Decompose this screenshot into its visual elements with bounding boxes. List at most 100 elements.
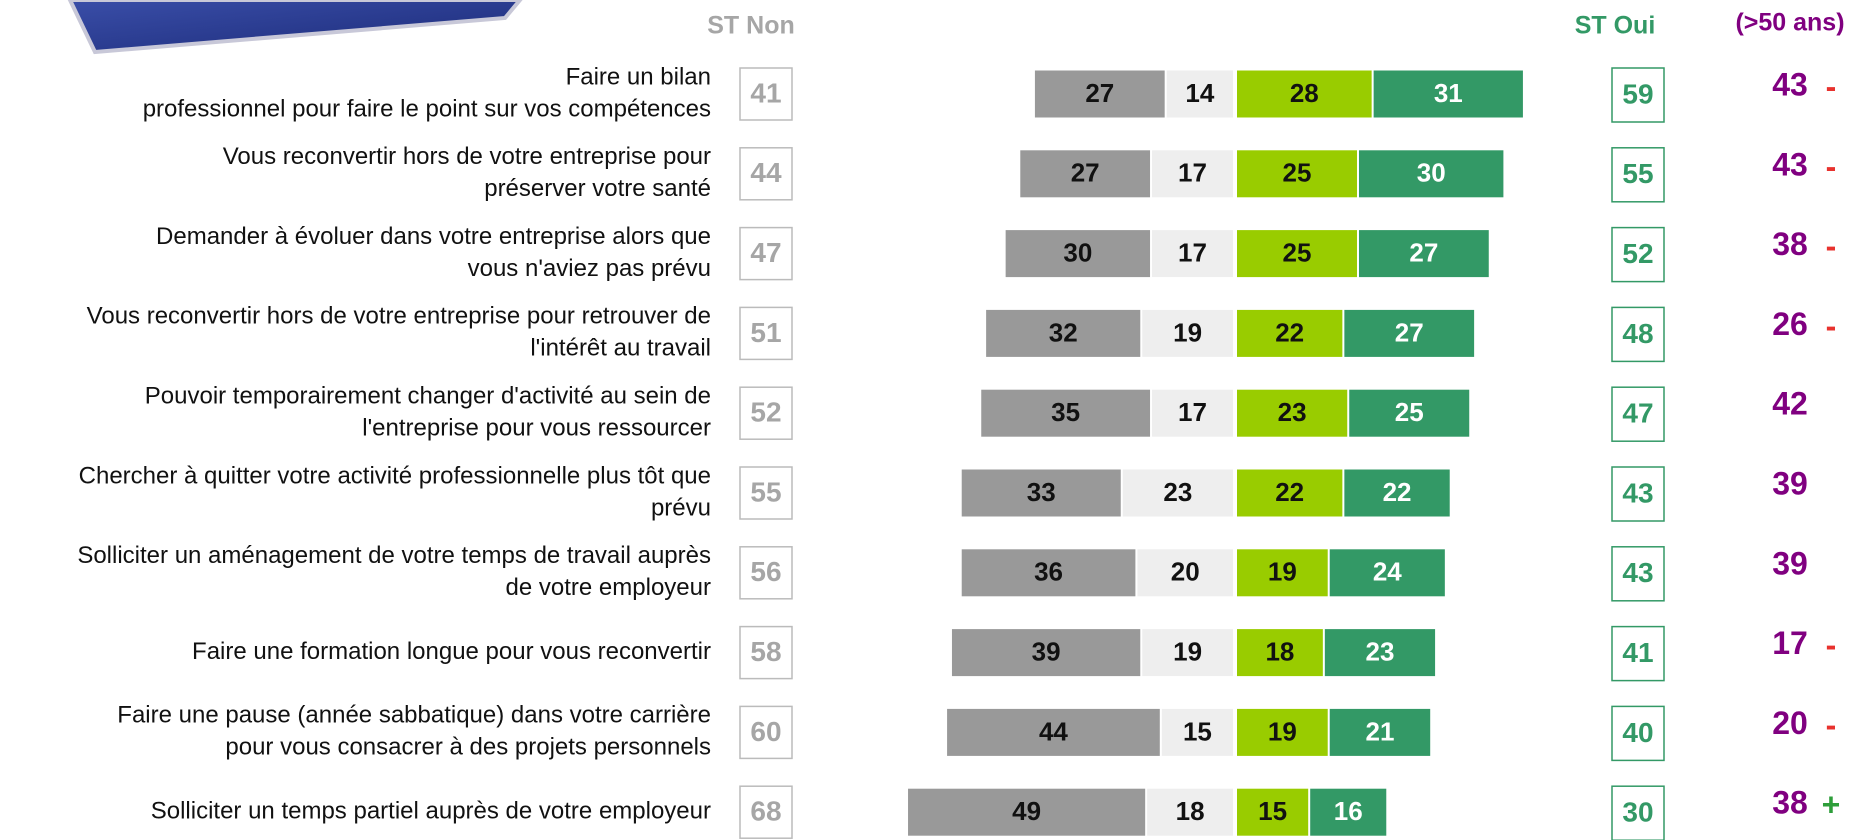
older-value: 38 bbox=[1772, 226, 1808, 262]
older-value: 39 bbox=[1772, 545, 1808, 581]
bar-value: 49 bbox=[1012, 796, 1041, 826]
st-non-box bbox=[739, 546, 793, 600]
st-non-box bbox=[739, 466, 793, 520]
bar-value: 22 bbox=[1383, 477, 1412, 507]
older-sign: - bbox=[1826, 707, 1837, 743]
older-value: 38 bbox=[1772, 785, 1808, 821]
st-non-value: 55 bbox=[750, 476, 781, 507]
older-sign: - bbox=[1826, 627, 1837, 663]
bar-segment bbox=[1020, 150, 1151, 198]
bar-value: 30 bbox=[1063, 237, 1092, 267]
bar-segment bbox=[986, 309, 1141, 357]
bar-value: 32 bbox=[1049, 317, 1078, 347]
bar-segment bbox=[1359, 150, 1504, 198]
older-sign: - bbox=[1826, 308, 1837, 344]
bar-segment bbox=[908, 788, 1146, 836]
older-value: 42 bbox=[1772, 386, 1808, 422]
bar-segment bbox=[1034, 70, 1165, 118]
bar-segment bbox=[1310, 788, 1387, 836]
st-non-value: 56 bbox=[750, 556, 781, 587]
row-label: Faire une formation longue pour vous rec… bbox=[192, 638, 711, 665]
row-label: Chercher à quitter votre activité profes… bbox=[79, 462, 711, 489]
bar-value: 31 bbox=[1434, 78, 1463, 108]
bar-value: 25 bbox=[1395, 397, 1424, 427]
bar-segment bbox=[1237, 150, 1357, 198]
bar-segment bbox=[1237, 788, 1309, 836]
st-oui-value: 43 bbox=[1622, 477, 1653, 508]
bar-value: 23 bbox=[1163, 477, 1192, 507]
st-oui-box bbox=[1611, 546, 1665, 602]
bar-value: 17 bbox=[1178, 397, 1207, 427]
older-value: 20 bbox=[1772, 705, 1808, 741]
bar-segment bbox=[1237, 629, 1323, 677]
bar-segment bbox=[1237, 469, 1343, 517]
bar-segment bbox=[1237, 549, 1328, 597]
bar-value: 18 bbox=[1176, 796, 1205, 826]
bar-value: 17 bbox=[1178, 158, 1207, 188]
st-oui-value: 55 bbox=[1622, 158, 1653, 189]
bar-segment bbox=[1152, 389, 1233, 437]
st-non-value: 47 bbox=[750, 237, 781, 268]
st-oui-value: 47 bbox=[1622, 398, 1653, 429]
bar-segment bbox=[961, 469, 1121, 517]
st-non-box bbox=[739, 67, 793, 121]
st-non-value: 58 bbox=[750, 636, 781, 667]
st-oui-box bbox=[1611, 306, 1665, 363]
st-oui-box bbox=[1611, 226, 1665, 283]
older-value: 43 bbox=[1772, 146, 1808, 182]
row-label: Vous reconvertir hors de votre entrepris… bbox=[223, 143, 711, 170]
row-label: Pouvoir temporairement changer d'activit… bbox=[145, 383, 711, 410]
st-oui-value: 41 bbox=[1622, 637, 1653, 668]
bar-value: 20 bbox=[1171, 557, 1200, 587]
bar-segment bbox=[1152, 150, 1233, 198]
bar-segment bbox=[1161, 708, 1233, 756]
older-value: 26 bbox=[1772, 306, 1808, 342]
bar-value: 21 bbox=[1365, 716, 1394, 746]
st-non-box bbox=[739, 306, 793, 361]
st-non-value: 41 bbox=[750, 77, 781, 108]
older-sign: + bbox=[1822, 787, 1841, 823]
bar-segment bbox=[1005, 230, 1151, 278]
st-non-box bbox=[739, 625, 793, 680]
bar-value: 23 bbox=[1278, 397, 1307, 427]
bar-segment bbox=[1237, 309, 1343, 357]
bar-segment bbox=[1142, 629, 1233, 677]
bar-segment bbox=[1349, 389, 1470, 437]
st-oui-value: 40 bbox=[1622, 717, 1653, 748]
st-non-value: 68 bbox=[750, 796, 781, 827]
st-oui-box bbox=[1611, 147, 1665, 203]
bar-value: 19 bbox=[1268, 557, 1297, 587]
st-oui-value: 52 bbox=[1622, 238, 1653, 269]
st-oui-value: 43 bbox=[1622, 557, 1653, 588]
st-oui-box bbox=[1611, 625, 1665, 682]
bar-value: 22 bbox=[1275, 317, 1304, 347]
row-label: de votre employeur bbox=[506, 574, 711, 601]
older-sign: - bbox=[1826, 228, 1837, 264]
st-non-value: 44 bbox=[750, 157, 782, 188]
bar-segment bbox=[1373, 70, 1523, 118]
bar-value: 19 bbox=[1173, 317, 1202, 347]
st-non-box bbox=[739, 785, 793, 839]
row-label: prévu bbox=[651, 494, 711, 521]
bar-value: 28 bbox=[1290, 78, 1319, 108]
bar-segment bbox=[1122, 469, 1233, 517]
decorative-banner bbox=[67, 0, 523, 55]
bar-value: 15 bbox=[1258, 796, 1287, 826]
st-non-box bbox=[739, 226, 793, 281]
row-label: Faire une pause (année sabbatique) dans … bbox=[117, 702, 711, 729]
bar-value: 36 bbox=[1034, 557, 1063, 587]
st-non-value: 60 bbox=[750, 716, 781, 747]
bar-value: 33 bbox=[1027, 477, 1056, 507]
st-oui-box bbox=[1611, 67, 1665, 123]
row-label: l'entreprise pour vous ressourcer bbox=[362, 415, 711, 442]
bar-value: 14 bbox=[1185, 78, 1214, 108]
st-non-value: 52 bbox=[750, 397, 781, 428]
bar-value: 25 bbox=[1283, 158, 1312, 188]
st-oui-value: 59 bbox=[1622, 78, 1653, 109]
bar-value: 17 bbox=[1178, 237, 1207, 267]
row-label: vous n'aviez pas prévu bbox=[468, 255, 711, 282]
bar-value: 16 bbox=[1334, 796, 1363, 826]
bar-value: 27 bbox=[1395, 317, 1424, 347]
bar-segment bbox=[1344, 469, 1450, 517]
